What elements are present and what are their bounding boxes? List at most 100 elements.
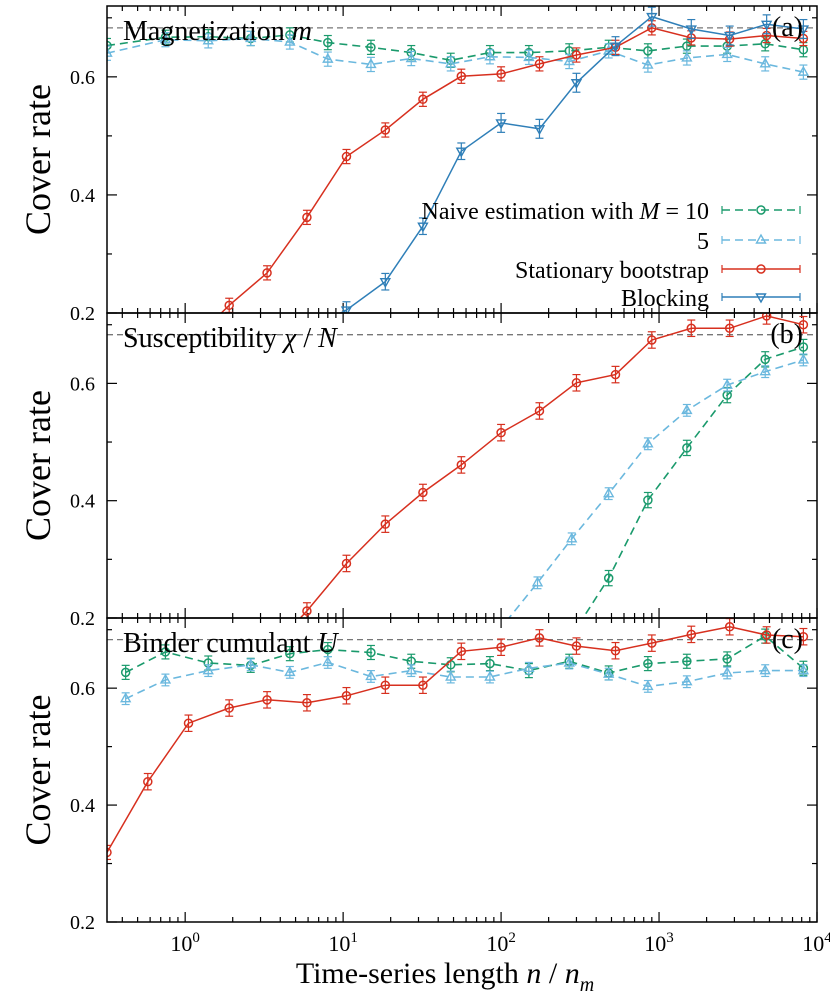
- data-point-blocking: [685, 25, 697, 36]
- data-point-stationary_bootstrap: [571, 378, 582, 388]
- data-point-stationary_bootstrap: [496, 69, 506, 79]
- data-point-stationary_bootstrap: [798, 631, 809, 642]
- legend: Naive estimation with M = 10 5 Stationary …: [421, 199, 801, 312]
- panels: 0.2 0.4 0.6 Magnetization m (a) Cover rate Nai…: [18, 5, 818, 934]
- data-point-stationary_bootstrap: [761, 630, 772, 640]
- data-point-stationary_bootstrap: [143, 776, 153, 787]
- data-point-stationary_bootstrap: [302, 698, 312, 708]
- series-line-naive_m5: [125, 661, 804, 700]
- data-point-naive_m5: [759, 57, 771, 68]
- data-point-naive_m5: [245, 32, 257, 43]
- data-point-stationary_bootstrap: [456, 71, 467, 82]
- data-point-stationary_bootstrap: [534, 406, 545, 416]
- legend-entry-naive_m10: Naive estimation with M = 10: [421, 199, 801, 225]
- panel-title: Susceptibility χ / N: [123, 323, 338, 354]
- data-point-stationary_bootstrap: [341, 691, 352, 701]
- data-point-naive_m5: [485, 636, 494, 644]
- legend-marker: [755, 233, 767, 244]
- data-point-naive_m5: [642, 437, 654, 448]
- series-naive_m10: [582, 338, 809, 618]
- data-point-naive_m10: [722, 654, 732, 664]
- panel-label: (b): [770, 319, 803, 350]
- data-point-naive_m5: [484, 50, 496, 61]
- data-point-naive_m10: [160, 647, 171, 657]
- panel-frame: [106, 312, 818, 619]
- data-point-stationary_bootstrap: [380, 680, 391, 690]
- data-point-stationary_bootstrap: [262, 695, 272, 705]
- series-stationary_bootstrap: [220, 20, 809, 313]
- legend-marker: [756, 264, 766, 274]
- data-point-naive_m10: [366, 42, 376, 53]
- legend-entry-naive_m5: 5: [697, 229, 801, 255]
- data-point-naive_m5: [759, 664, 771, 675]
- data-point-naive_m10: [485, 658, 495, 669]
- y-axis-label: Cover rate: [18, 84, 58, 235]
- panel-frame: [106, 617, 818, 923]
- series-group: [107, 6, 810, 313]
- data-point-naive_m5: [245, 658, 257, 669]
- data-point-blocking: [340, 306, 353, 313]
- data-point-stationary_bootstrap: [534, 59, 545, 69]
- data-point-blocking: [379, 278, 392, 289]
- data-point-blocking: [533, 125, 546, 136]
- data-point-naive_m5: [107, 46, 113, 57]
- data-point-naive_m5: [405, 52, 417, 63]
- series-line-stationary_bootstrap: [299, 315, 804, 618]
- data-point-stationary_bootstrap: [456, 646, 467, 657]
- series-line-naive_m5: [107, 37, 804, 73]
- data-point-naive_m5: [563, 55, 575, 66]
- data-point-blocking: [417, 222, 429, 233]
- data-point-naive_m10: [682, 656, 692, 667]
- data-point-naive_m5: [119, 692, 132, 703]
- data-point-stationary_bootstrap: [302, 212, 312, 223]
- data-point-naive_m10: [643, 46, 653, 56]
- data-point-stationary_bootstrap: [534, 633, 545, 643]
- data-point-naive_m5: [405, 664, 417, 675]
- series-line-naive_m10: [107, 34, 804, 62]
- data-point-blocking: [570, 79, 583, 90]
- panel-1: 0.2 0.4 0.6 Susceptibility χ / N (b) Cover ra…: [18, 312, 818, 644]
- data-point-naive_m10: [682, 443, 692, 453]
- y-tick-label: 0.4: [70, 795, 95, 817]
- data-point-naive_m5: [797, 65, 810, 76]
- data-point-stationary_bootstrap: [798, 319, 809, 330]
- data-point-stationary_bootstrap: [724, 622, 735, 632]
- y-tick-label: 0.4: [70, 185, 95, 207]
- data-point-stationary_bootstrap: [496, 427, 506, 438]
- panel-title: Magnetization m: [123, 16, 312, 47]
- data-point-naive_m5: [445, 670, 457, 681]
- legend-entry-stationary_bootstrap: Stationary bootstrap: [515, 258, 801, 284]
- legend-marker: [756, 205, 766, 215]
- data-point-stationary_bootstrap: [380, 125, 391, 135]
- data-point-naive_m5: [445, 57, 457, 68]
- data-point-stationary_bootstrap: [647, 638, 657, 648]
- data-point-naive_m5: [681, 403, 693, 415]
- data-point-naive_m5: [531, 576, 544, 587]
- data-point-naive_m10: [323, 37, 333, 48]
- data-point-stationary_bootstrap: [610, 369, 621, 380]
- data-point-blocking: [495, 119, 507, 130]
- data-point-naive_m5: [602, 487, 615, 498]
- data-point-naive_m10: [643, 658, 653, 669]
- series-group: [107, 618, 810, 861]
- data-point-naive_m5: [681, 675, 693, 686]
- data-point-blocking: [723, 31, 736, 42]
- data-point-stationary_bootstrap: [571, 50, 582, 60]
- data-point-naive_m5: [322, 656, 334, 667]
- x-tick-label: 100: [170, 930, 200, 956]
- data-point-naive_m5: [202, 664, 214, 675]
- data-point-stationary_bootstrap: [224, 703, 234, 713]
- data-point-stationary_bootstrap: [761, 313, 772, 321]
- data-point-blocking: [760, 20, 773, 31]
- data-point-naive_m10: [366, 647, 376, 658]
- data-point-naive_m10: [798, 342, 809, 352]
- series-naive_m5: [485, 353, 810, 644]
- y-axis-label: Cover rate: [18, 390, 58, 541]
- series-stationary_bootstrap: [107, 618, 809, 861]
- panel-2: 0.2 0.4 0.6 Binder cumulant U (c) Cover rate: [18, 617, 818, 934]
- data-point-blocking: [797, 25, 810, 36]
- data-point-naive_m5: [159, 673, 172, 684]
- data-point-naive_m5: [322, 52, 334, 63]
- data-point-naive_m5: [721, 378, 733, 389]
